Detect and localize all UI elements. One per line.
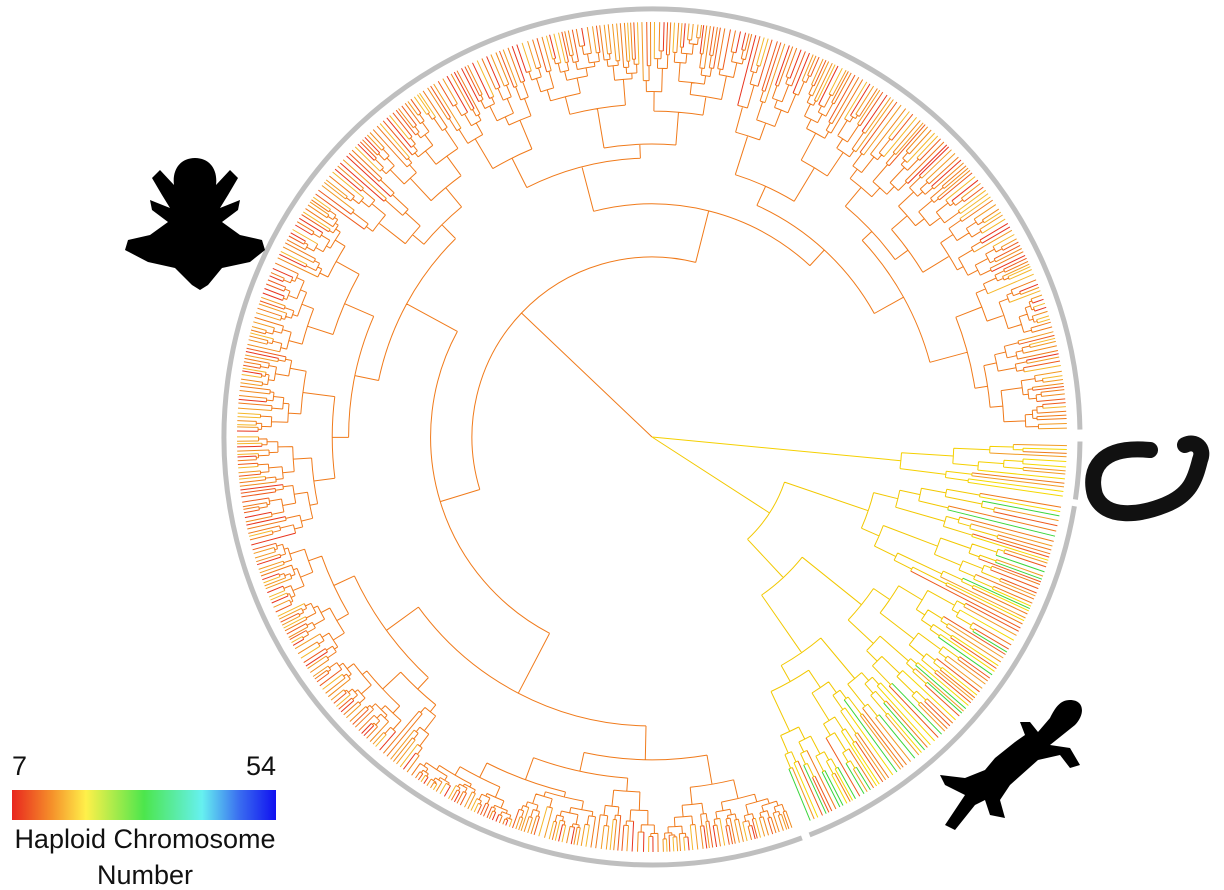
phylogenetic-tree xyxy=(236,21,1067,853)
color-scale xyxy=(12,790,276,820)
scale-min: 7 xyxy=(12,751,27,781)
tree-branches xyxy=(237,21,1066,853)
tree-branches xyxy=(651,436,1006,778)
frog-silhouette xyxy=(125,158,265,290)
tree-branches xyxy=(972,451,1067,484)
tree-branches xyxy=(237,22,1067,853)
tree-branches xyxy=(237,21,1065,852)
tree-branches xyxy=(651,436,1024,483)
clade-arc xyxy=(221,6,1083,868)
tree-branches xyxy=(236,22,1067,852)
tree-branches xyxy=(236,22,1059,853)
clade-arc xyxy=(1072,441,1083,500)
scale-max: 54 xyxy=(246,751,276,781)
tree-branches xyxy=(237,21,1066,852)
clade-arc xyxy=(808,505,1077,838)
salamander-silhouette xyxy=(940,700,1082,830)
tree-branches xyxy=(788,500,1060,821)
caecilian-silhouette xyxy=(1085,435,1210,522)
legend-title: Haploid Chromosome xyxy=(14,824,275,854)
tree-branches xyxy=(793,447,1067,818)
legend-title: Number xyxy=(97,860,193,890)
clade-rings xyxy=(221,6,1083,868)
